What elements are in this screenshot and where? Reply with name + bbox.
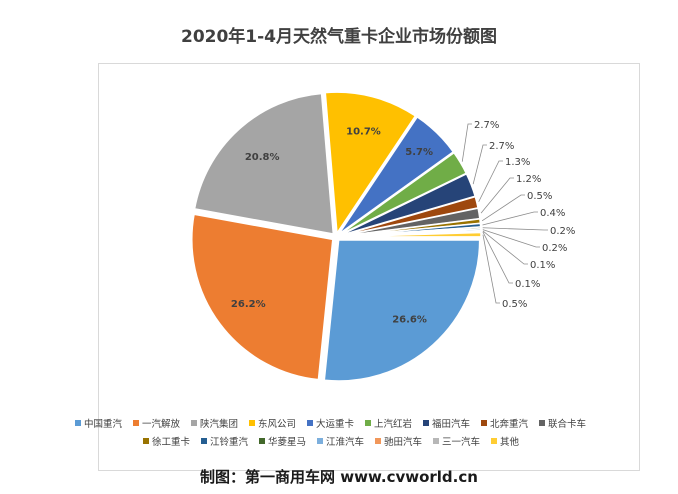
legend-swatch: [491, 438, 497, 444]
legend-swatch: [201, 438, 207, 444]
pie-slice-3: [193, 92, 335, 235]
legend-label: 江淮汽车: [326, 436, 364, 448]
legend-swatch: [307, 420, 313, 426]
legend-swatch: [433, 438, 439, 444]
legend-label: 上汽红岩: [374, 418, 412, 430]
chart-title: 2020年1-4月天然气重卡企业市场份额图: [180, 27, 498, 47]
slice-label: 0.1%: [515, 279, 540, 290]
legend-swatch: [259, 438, 265, 444]
source-watermark: 制图：第一商用车网 www.cvworld.cn: [200, 468, 478, 486]
legend-label: 东风公司: [258, 418, 296, 430]
legend-label: 中国重汽: [84, 418, 123, 430]
leader-line: [472, 144, 487, 185]
legend-swatch: [191, 420, 197, 426]
legend-label: 华菱星马: [268, 436, 306, 448]
legend-swatch: [249, 420, 255, 426]
pie-slice-16: [339, 231, 482, 238]
leader-line: [461, 123, 472, 162]
slice-label: 0.1%: [530, 260, 555, 271]
slice-label: 10.7%: [346, 127, 381, 138]
legend-swatch: [317, 438, 323, 444]
slice-label: 0.4%: [540, 208, 565, 219]
leader-line: [480, 177, 514, 214]
legend-label: 大运重卡: [316, 418, 355, 430]
legend-swatch: [133, 420, 139, 426]
legend-label: 徐工重卡: [152, 436, 191, 448]
leader-line: [482, 231, 513, 284]
leader-line: [482, 234, 500, 304]
legend-swatch: [375, 438, 381, 444]
legend-label: 福田汽车: [432, 418, 470, 430]
slice-label: 0.5%: [527, 191, 552, 202]
legend-label: 一汽解放: [142, 418, 181, 430]
slice-label: 26.6%: [392, 314, 427, 325]
legend-label: 陕汽集团: [200, 418, 238, 430]
slice-label: 0.5%: [502, 299, 527, 310]
legend-label: 驰田汽车: [384, 436, 422, 448]
slice-label: 20.8%: [245, 152, 280, 163]
legend-swatch: [75, 420, 81, 426]
slice-label: 0.2%: [542, 243, 567, 254]
leader-line: [478, 160, 503, 202]
legend-swatch: [365, 420, 371, 426]
slice-label: 5.7%: [405, 147, 433, 158]
pie-slice-1: [323, 239, 481, 382]
pie-slice-2: [191, 213, 334, 381]
slice-label: 2.7%: [489, 141, 514, 152]
slice-label: 0.2%: [550, 226, 575, 237]
legend-swatch: [481, 420, 487, 426]
leader-line: [482, 211, 538, 226]
leader-line: [481, 194, 525, 222]
leader-line: [482, 229, 540, 248]
slice-label: 1.3%: [505, 157, 530, 168]
pie-slice-4: [324, 91, 417, 236]
legend-label: 江铃重汽: [210, 436, 249, 448]
chart-frame: [98, 63, 640, 471]
legend-swatch: [423, 420, 429, 426]
legend-label: 联合卡车: [548, 418, 586, 430]
slice-label: 26.2%: [231, 299, 266, 310]
leader-line: [482, 230, 528, 265]
legend-swatch: [143, 438, 149, 444]
legend-label: 北奔重汽: [490, 418, 529, 430]
leader-line: [482, 227, 548, 231]
pie-slice-5: [338, 115, 455, 235]
legend-swatch: [539, 420, 545, 426]
legend-label: 三一汽车: [442, 436, 480, 448]
slice-label: 2.7%: [474, 120, 499, 131]
slice-label: 1.2%: [516, 174, 541, 185]
legend-label: 其他: [500, 436, 520, 448]
